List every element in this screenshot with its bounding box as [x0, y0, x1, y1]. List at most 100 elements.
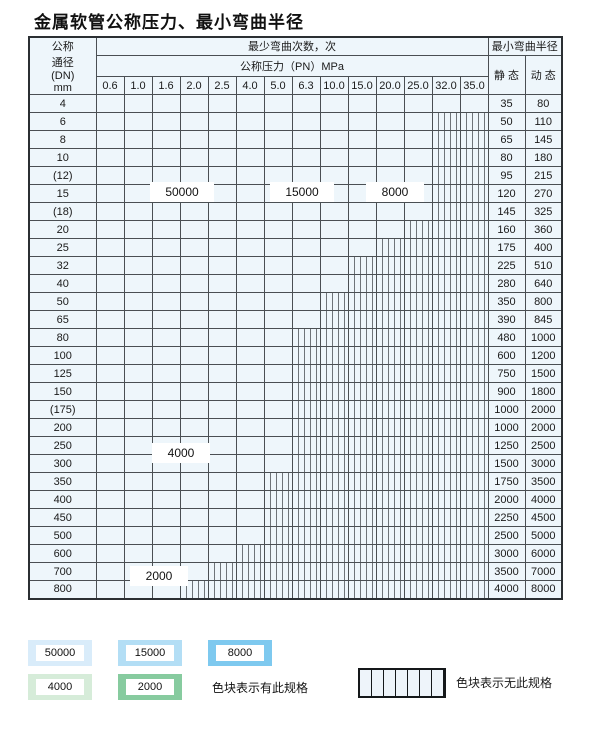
spec-cell: [431, 220, 461, 239]
spec-cell: [375, 166, 405, 185]
dn-value: 350: [28, 472, 97, 491]
spec-cell: [319, 310, 349, 329]
table-row: 8 65 145: [28, 130, 563, 149]
spec-cell: [123, 166, 153, 185]
spec-cell: [431, 382, 461, 401]
table-row: (18) 145 325: [28, 202, 563, 221]
spec-cell: [151, 292, 181, 311]
spec-cell: [235, 256, 265, 275]
static-radius: 1750: [487, 472, 526, 491]
spec-cell: [291, 130, 321, 149]
spec-cell: [151, 400, 181, 419]
spec-cell: [123, 544, 153, 563]
spec-cell: [151, 130, 181, 149]
spec-cell: [207, 292, 237, 311]
dn-value: 700: [28, 562, 97, 581]
spec-cell: [263, 490, 293, 509]
grid-callout: 15000: [270, 182, 334, 202]
spec-cell: [151, 418, 181, 437]
spec-cell: [319, 112, 349, 131]
pressure-header-1: 1.0: [123, 76, 153, 95]
spec-cell: [431, 274, 461, 293]
spec-cell: [459, 238, 489, 257]
spec-cell: [319, 292, 349, 311]
spec-cell: [375, 490, 405, 509]
spec-cell: [123, 130, 153, 149]
table-row: 450 2250 4500: [28, 508, 563, 527]
spec-cell: [431, 166, 461, 185]
table-row: 800 4000 8000: [28, 580, 563, 599]
dn-value: 150: [28, 382, 97, 401]
spec-cell: [95, 238, 125, 257]
page-title: 金属软管公称压力、最小弯曲半径: [34, 13, 304, 33]
spec-cell: [375, 130, 405, 149]
spec-cell: [123, 364, 153, 383]
legend-swatch: 2000: [118, 674, 182, 700]
spec-cell: [179, 490, 209, 509]
static-radius: 3500: [487, 562, 526, 581]
spec-cell: [235, 580, 265, 599]
spec-cell: [431, 256, 461, 275]
spec-cell: [207, 274, 237, 293]
spec-cell: [347, 256, 377, 275]
spec-cell: [123, 436, 153, 455]
spec-cell: [151, 112, 181, 131]
spec-cell: [291, 454, 321, 473]
spec-cell: [431, 544, 461, 563]
spec-cell: [151, 238, 181, 257]
spec-cell: [375, 472, 405, 491]
grid-callout: 4000: [152, 443, 210, 463]
spec-cell: [235, 382, 265, 401]
dn-value: 32: [28, 256, 97, 275]
static-radius: 750: [487, 364, 526, 383]
spec-cell: [403, 454, 433, 473]
spec-cell: [263, 148, 293, 167]
static-radius: 120: [487, 184, 526, 203]
legend: 50000 15000 8000 4000 2000 色块表示有此规格: [28, 636, 588, 704]
spec-cell: [375, 580, 405, 599]
dn-value: 125: [28, 364, 97, 383]
spec-cell: [207, 562, 237, 581]
spec-cell: [375, 562, 405, 581]
spec-cell: [347, 562, 377, 581]
spec-cell: [207, 220, 237, 239]
spec-cell: [291, 94, 321, 113]
has-spec-label: 色块表示有此规格: [212, 680, 309, 695]
spec-cell: [179, 148, 209, 167]
spec-cell: [291, 292, 321, 311]
spec-cell: [207, 454, 237, 473]
table-row: 300 1500 3000: [28, 454, 563, 473]
spec-cell: [347, 436, 377, 455]
spec-cell: [263, 508, 293, 527]
spec-cell: [123, 220, 153, 239]
pressure-header-7: 6.3: [291, 76, 321, 95]
spec-cell: [95, 310, 125, 329]
static-radius: 65: [487, 130, 526, 149]
dynamic-radius: 1800: [524, 382, 563, 401]
spec-cell: [375, 400, 405, 419]
spec-cell: [431, 400, 461, 419]
static-radius: 280: [487, 274, 526, 293]
spec-cell: [123, 112, 153, 131]
spec-cell: [235, 454, 265, 473]
dn-value: 250: [28, 436, 97, 455]
legend-row-blue: 50000 15000 8000: [28, 636, 588, 670]
spec-cell: [207, 202, 237, 221]
spec-cell: [179, 526, 209, 545]
dn-value: (12): [28, 166, 97, 185]
spec-cell: [403, 130, 433, 149]
spec-cell: [347, 400, 377, 419]
spec-cell: [179, 400, 209, 419]
spec-cell: [263, 364, 293, 383]
spec-cell: [375, 238, 405, 257]
pressure-header-0: 0.6: [95, 76, 125, 95]
spec-cell: [431, 346, 461, 365]
spec-cell: [123, 526, 153, 545]
spec-cell: [123, 184, 153, 203]
spec-cell: [431, 94, 461, 113]
spec-cell: [319, 364, 349, 383]
dn-value: 450: [28, 508, 97, 527]
dn-value: 6: [28, 112, 97, 131]
spec-cell: [123, 274, 153, 293]
static-radius: 350: [487, 292, 526, 311]
